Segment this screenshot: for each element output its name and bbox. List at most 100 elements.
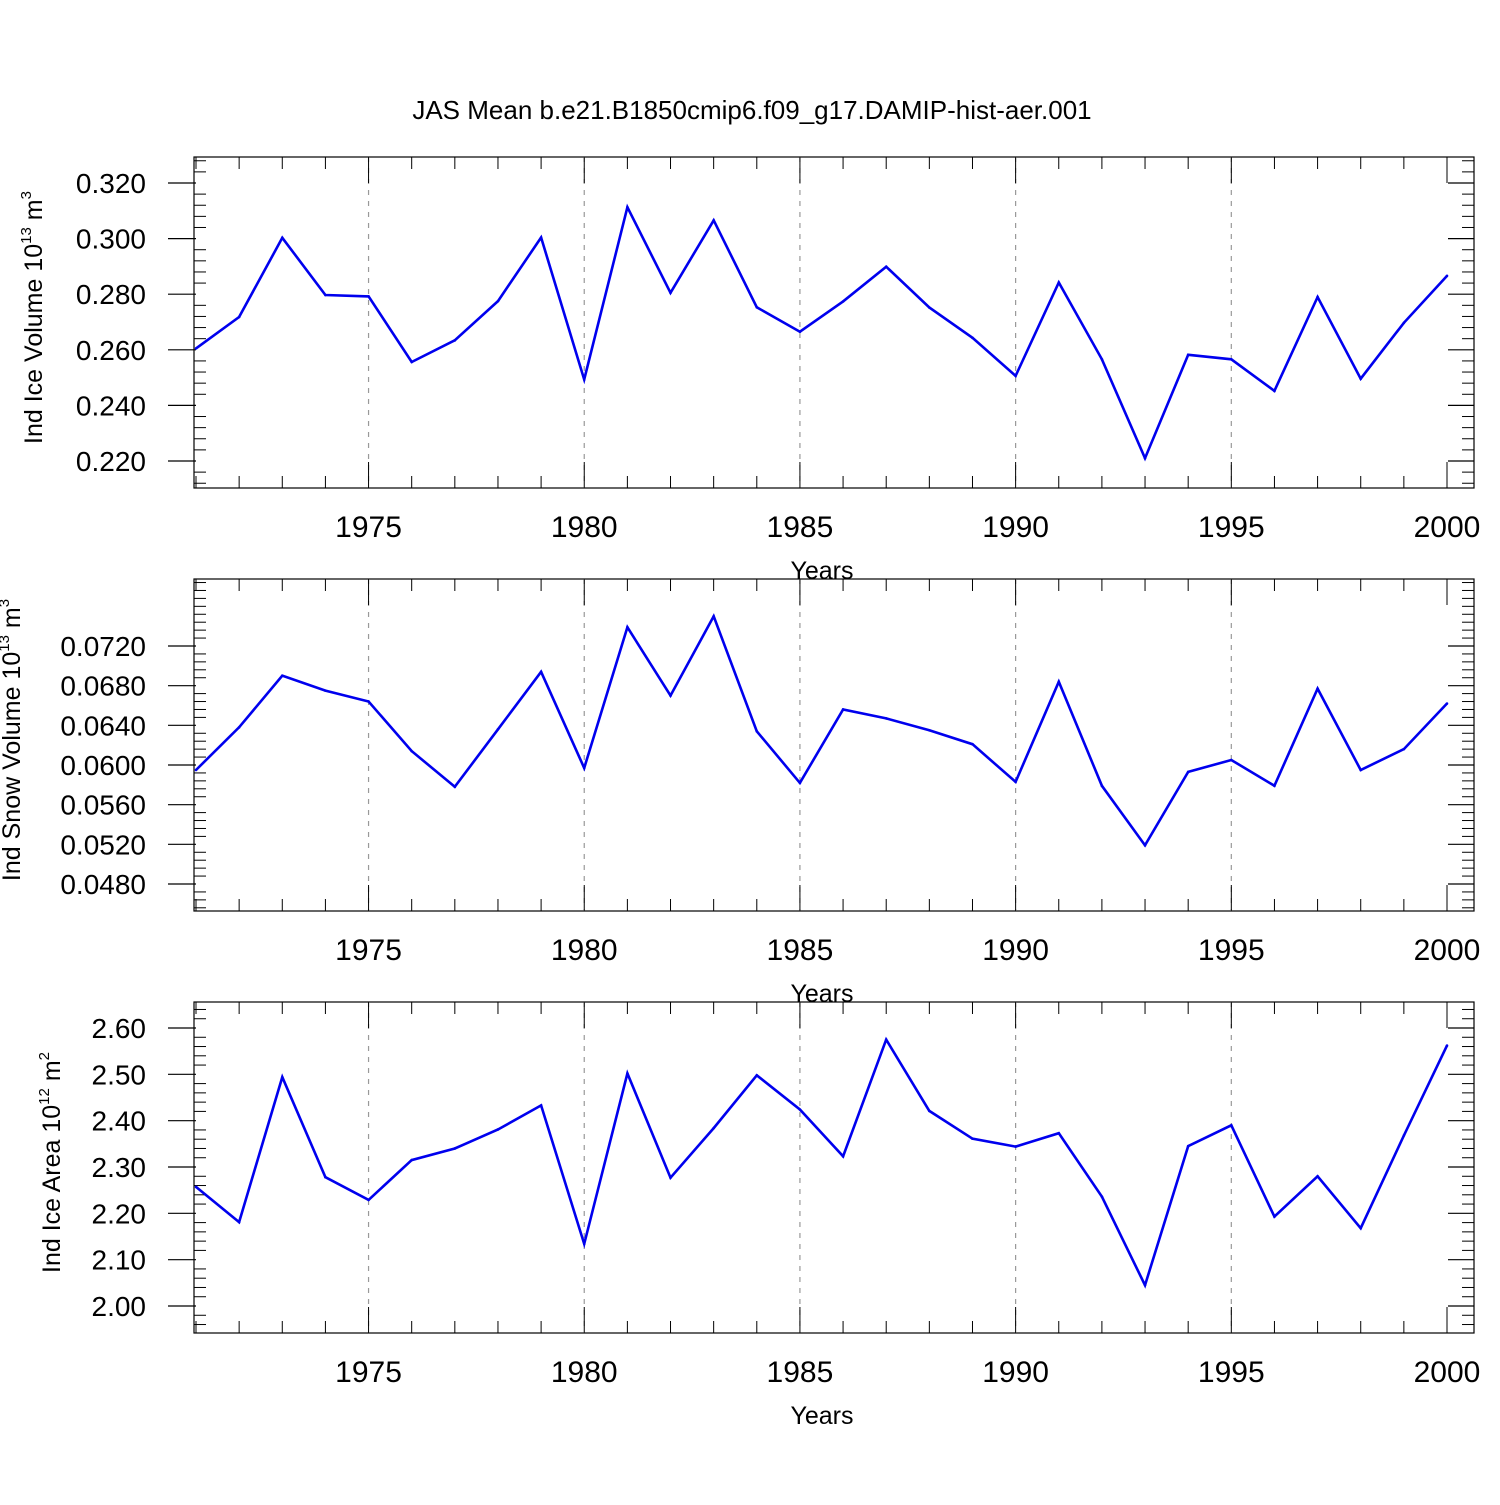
x-tick-label: 1985 bbox=[767, 511, 834, 544]
x-tick-label: 1990 bbox=[982, 511, 1049, 544]
y-tick-label: 0.0480 bbox=[60, 869, 146, 900]
data-point bbox=[324, 689, 327, 692]
plot-frame bbox=[193, 156, 1475, 489]
y-tick-label: 0.320 bbox=[76, 168, 146, 199]
data-point bbox=[410, 360, 413, 364]
panel-ice-volume: 0.220 0.240 0.260 0.280 0.300 0.320 1975 1980 19… bbox=[18, 156, 1481, 585]
data-point bbox=[798, 330, 802, 334]
x-tick-label: 1985 bbox=[767, 1356, 834, 1389]
data-point bbox=[1100, 1195, 1104, 1198]
data-point bbox=[539, 670, 543, 674]
x-tick-label: 1995 bbox=[1198, 934, 1265, 967]
data-point bbox=[755, 1073, 759, 1077]
x-tick-label: 1990 bbox=[982, 934, 1049, 967]
data-point bbox=[884, 1038, 888, 1041]
y-axis-title: Ind Ice Area 1012 m2 bbox=[36, 1052, 66, 1273]
data-point bbox=[194, 768, 198, 772]
x-axis-title: Years bbox=[790, 1402, 853, 1430]
x-tick-label: 1980 bbox=[551, 1356, 618, 1389]
y-tick-label: 0.300 bbox=[76, 224, 146, 255]
data-point bbox=[928, 728, 931, 732]
data-point bbox=[1143, 844, 1147, 847]
y-axis-title: Ind Ice Volume 1013 m3 bbox=[18, 191, 48, 444]
data-point bbox=[1014, 1145, 1017, 1148]
data-point bbox=[237, 1220, 241, 1224]
data-point bbox=[928, 306, 931, 309]
y-tick-label: 0.0600 bbox=[60, 750, 146, 781]
data-point bbox=[324, 293, 327, 297]
x-tick-label: 1985 bbox=[767, 934, 834, 967]
data-point bbox=[194, 347, 198, 350]
series-line bbox=[195, 203, 1448, 462]
data-point bbox=[1445, 1044, 1449, 1047]
data-point bbox=[841, 300, 845, 303]
data-point bbox=[1230, 1124, 1233, 1127]
y-tick-label: 0.260 bbox=[76, 335, 146, 366]
data-point bbox=[712, 614, 715, 618]
data-point bbox=[410, 1158, 413, 1162]
x-tick-label: 1980 bbox=[551, 934, 618, 967]
y-tick-label: 2.60 bbox=[92, 1013, 147, 1044]
data-point bbox=[582, 378, 586, 381]
data-point bbox=[1057, 1131, 1061, 1135]
data-point bbox=[237, 315, 241, 319]
x-tick-label: 1990 bbox=[982, 1356, 1049, 1389]
data-point bbox=[841, 708, 845, 711]
data-point bbox=[367, 295, 370, 298]
y-axis-title: Ind Snow Volume 1013 m3 bbox=[0, 599, 26, 881]
x-tick-label: 2000 bbox=[1414, 511, 1481, 544]
x-tick-label: 2000 bbox=[1414, 1356, 1481, 1389]
data-point bbox=[755, 305, 759, 309]
data-point bbox=[324, 1175, 327, 1179]
data-point bbox=[1445, 702, 1449, 705]
panels: 0.220 0.240 0.260 0.280 0.300 0.320 1975 1980 19… bbox=[0, 156, 1481, 1430]
data-point bbox=[367, 700, 370, 703]
data-point bbox=[1230, 758, 1233, 762]
data-point bbox=[1402, 747, 1406, 751]
data-point bbox=[194, 1185, 198, 1189]
data-point bbox=[1445, 274, 1449, 278]
x-tick-label: 1975 bbox=[335, 511, 402, 544]
data-point bbox=[496, 299, 500, 303]
data-point bbox=[1316, 295, 1319, 299]
data-point bbox=[626, 625, 629, 629]
y-tick-label: 2.40 bbox=[92, 1106, 147, 1137]
data-point bbox=[1316, 687, 1319, 690]
series-line bbox=[195, 613, 1448, 848]
data-point bbox=[539, 1104, 543, 1107]
data-point bbox=[280, 674, 284, 678]
data-point bbox=[712, 1126, 715, 1130]
y-tick-label: 2.20 bbox=[92, 1198, 147, 1229]
data-point bbox=[669, 1176, 672, 1179]
chart-title: JAS Mean b.e21.B1850cmip6.f09_g17.DAMIP-… bbox=[412, 95, 1091, 125]
data-point bbox=[1014, 374, 1017, 378]
data-point bbox=[367, 1198, 370, 1202]
y-tick-label: 0.240 bbox=[76, 390, 146, 421]
y-tick-label: 2.00 bbox=[92, 1291, 147, 1322]
data-point bbox=[971, 742, 974, 746]
data-point bbox=[453, 785, 457, 789]
data-point bbox=[1057, 680, 1061, 683]
data-point bbox=[712, 218, 715, 222]
data-point bbox=[237, 726, 241, 729]
panel-snow-volume: 0.0480 0.0520 0.0560 0.0600 0.0640 0.0680 0.07… bbox=[0, 578, 1481, 1008]
data-point bbox=[1359, 1226, 1363, 1230]
data-point bbox=[280, 236, 284, 240]
y-tick-label: 2.50 bbox=[92, 1059, 147, 1090]
plot-frame bbox=[193, 578, 1475, 912]
data-point bbox=[798, 781, 802, 785]
data-point bbox=[669, 291, 672, 295]
y-tick-label: 0.0640 bbox=[60, 710, 146, 741]
data-point bbox=[755, 729, 759, 733]
data-point bbox=[928, 1109, 931, 1113]
x-tick-label: 2000 bbox=[1414, 934, 1481, 967]
data-point bbox=[1057, 281, 1061, 284]
data-point bbox=[1273, 389, 1276, 393]
data-point bbox=[280, 1075, 284, 1079]
y-tick-label: 0.220 bbox=[76, 446, 146, 477]
y-tick-label: 0.0520 bbox=[60, 829, 146, 860]
data-point bbox=[626, 205, 629, 209]
data-point bbox=[626, 1072, 629, 1075]
